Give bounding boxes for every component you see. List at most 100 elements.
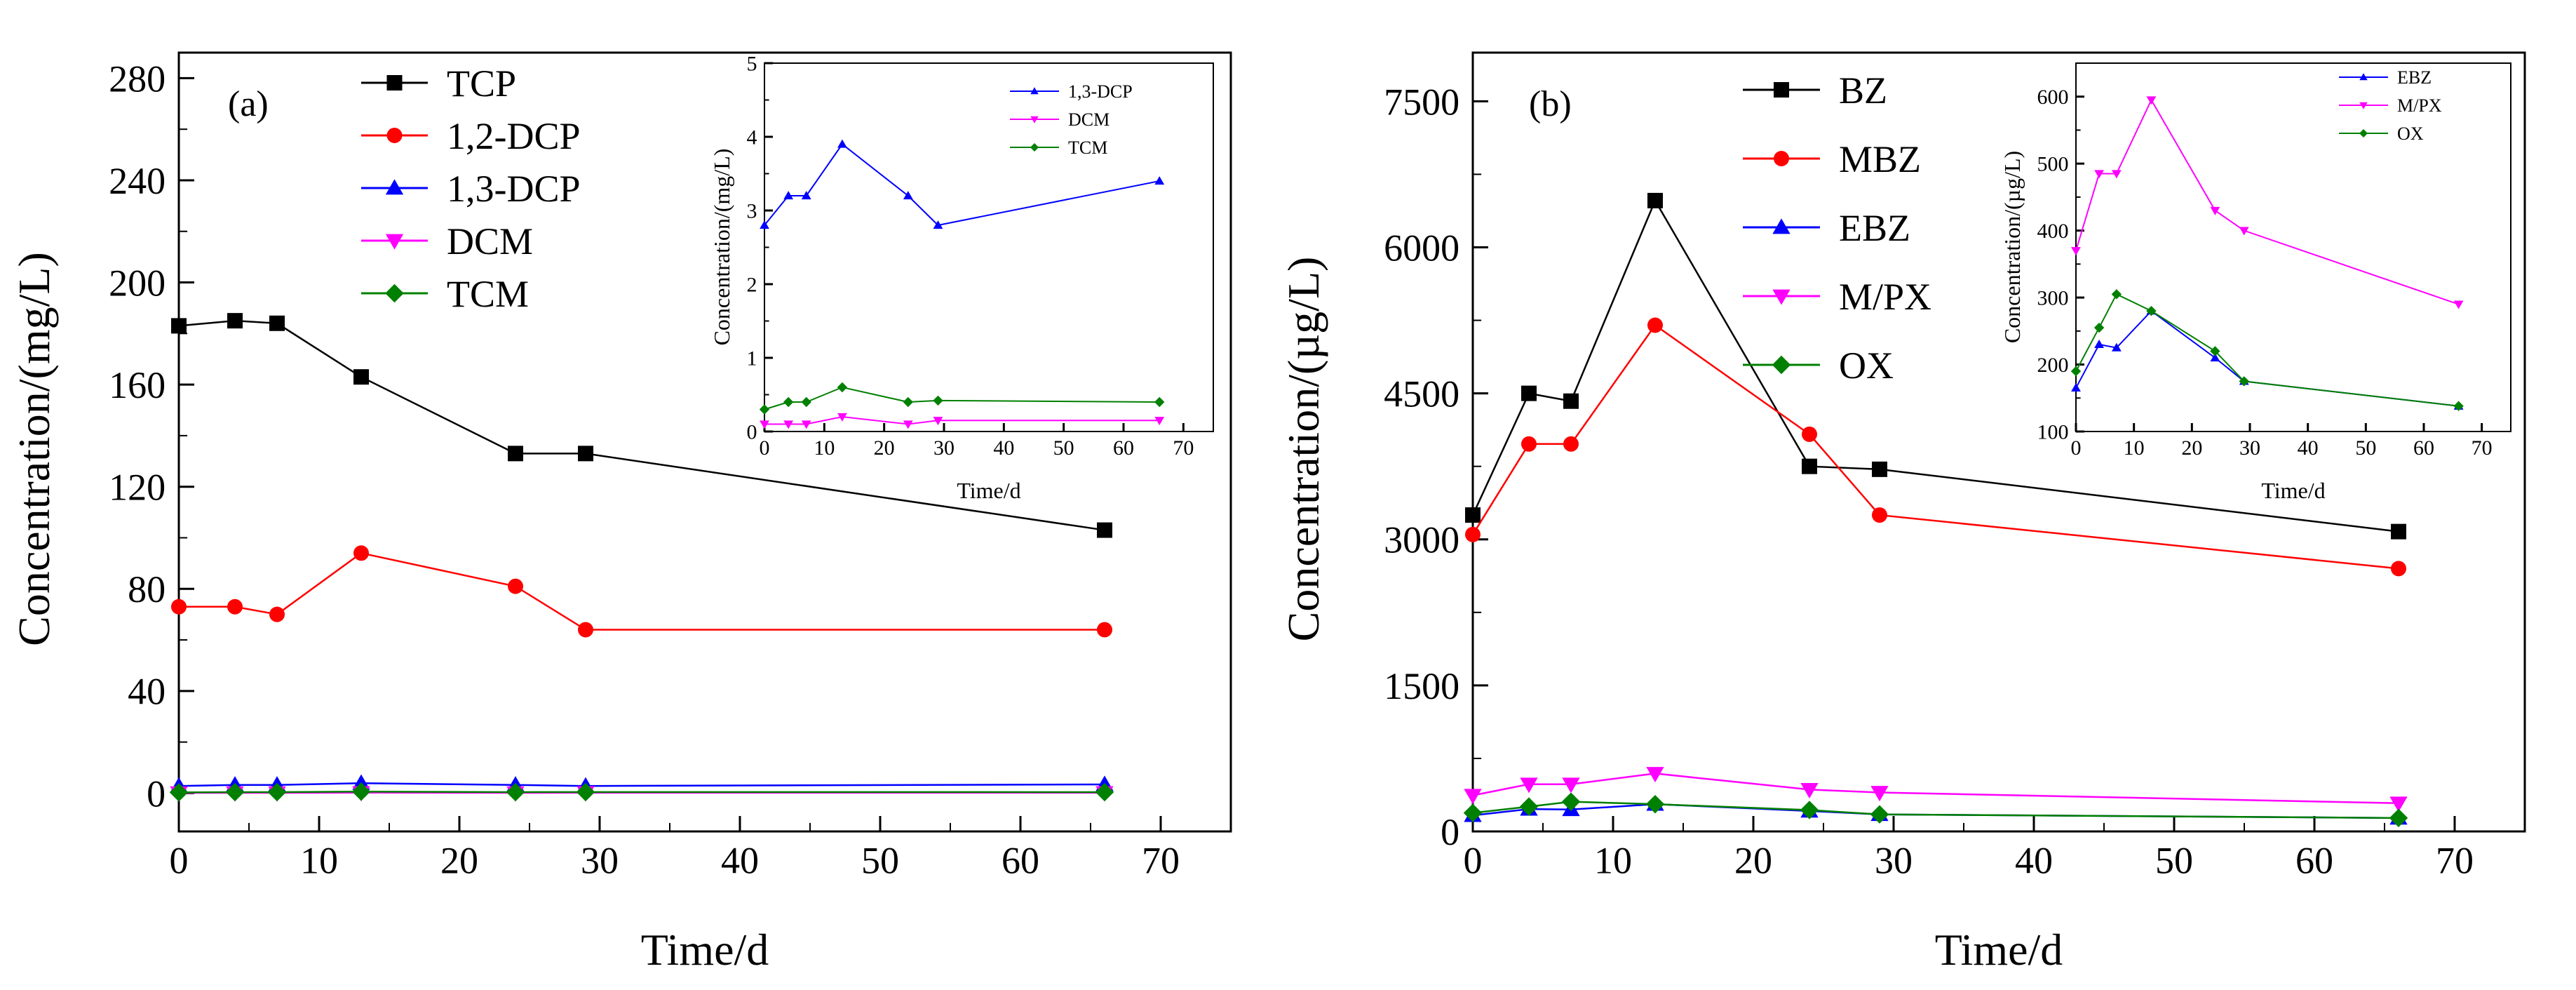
b-point-m-px-3 [1646,767,1664,783]
a-inset-x-tick-label-4: 40 [993,436,1014,460]
a-inset-legend-label-1-3-dcp: 1,3-DCP [1068,81,1133,102]
panel-b-legend: BZ MBZ EBZ M/PX OX [1743,69,1931,387]
b-x-tick-label-1: 10 [1594,839,1632,881]
b-inset-point-m-px-4 [2210,206,2220,215]
a-inset-point-dcm-4 [903,420,913,429]
a-y-tick-label-4: 160 [109,364,166,406]
b-legend-label-ebz: EBZ [1839,207,1910,249]
b-inset-point-ox-2 [2111,289,2122,300]
b-point-mbz-1 [1521,436,1537,452]
a-inset-legend-item-tcm: TCM [1010,138,1107,158]
b-inset-x-tick-label-0: 0 [2071,436,2082,460]
a-series-1-3-dcp [170,774,1114,793]
a-legend-marker-dcm [385,234,404,250]
a-x-tick-label-3: 30 [581,839,619,881]
b-legend-marker-ox [1772,355,1791,375]
a-point-tcm-1 [225,782,245,802]
b-legend-item-ebz: EBZ [1743,207,1910,249]
b-legend-marker-mbz [1774,151,1789,166]
b-point-ox-4 [1800,801,1819,820]
panel-b-label: (b) [1529,84,1572,124]
a-inset-legend-marker-1-3-dcp [1030,87,1039,95]
a-inset-x-tick-label-2: 20 [874,436,895,460]
b-point-mbz-0 [1465,526,1481,542]
b-point-mbz-3 [1647,317,1663,333]
a-inset-y-tick-label-5: 5 [747,53,757,76]
b-x-tick-label-0: 0 [1464,839,1483,881]
b-inset-x-tick-label-1: 10 [2124,436,2145,460]
a-inset-point-1-3-dcp-2 [801,191,811,200]
a-point-tcm-3 [351,782,371,801]
a-inset-y-tick-label-3: 3 [747,200,757,223]
b-inset-point-m-px-1 [2094,170,2104,179]
b-inset-point-ebz-0 [2071,383,2081,392]
b-inset-point-ebz-4 [2210,353,2220,362]
a-x-tick-label-4: 40 [721,839,759,881]
a-inset-legend-marker-tcm [1030,143,1039,152]
a-y-tick-label-0: 0 [147,772,166,815]
b-line-ox [1472,801,2399,820]
panel-b-inset: 0 10 20 30 40 50 60 70 100 200 300 400 500 600 Time/d… [2000,62,2511,503]
panel-b-frame [1471,51,2526,833]
b-point-bz-6 [2391,523,2406,540]
a-point-tcm-6 [1095,782,1114,802]
b-legend-marker-m-px [1772,289,1791,305]
b-inset-legend-label-ox: OX [2397,123,2424,144]
b-legend-item-mbz: MBZ [1743,138,1921,180]
b-inset-y-tick-label-1: 200 [2037,354,2069,377]
panel-a-series [169,313,1114,802]
b-inset-legend-item-ox: OX [2339,123,2424,144]
a-inset-point-dcm-3 [837,413,847,422]
a-inset-legend-label-tcm: TCM [1068,138,1107,158]
b-point-m-px-5 [1870,786,1889,802]
a-inset-point-tcm-3 [837,382,848,393]
b-x-tick-label-6: 60 [2295,839,2333,881]
a-inset-y-tick-label-1: 1 [747,347,757,370]
b-inset-x-tick-label-2: 20 [2181,436,2202,460]
a-series-tcm [169,782,1114,802]
b-inset-series-ox [2070,289,2464,411]
panel-a-inset-frame [764,62,1214,432]
panel-b-ylabel: Concentration/(µg/L) [1279,257,1328,642]
b-inset-point-m-px-6 [2453,300,2464,309]
panel-b-inset-tick-labels: 0 10 20 30 40 50 60 70 100 200 300 400 500 600 [2037,86,2493,460]
a-legend-marker-1-3-dcp [385,179,404,195]
b-x-tick-label-3: 30 [1875,839,1913,881]
a-x-tick-label-0: 0 [170,839,189,881]
b-inset-y-tick-label-5: 600 [2037,86,2069,109]
a-legend-item-tcm: TCM [361,273,529,315]
b-y-tick-label-4: 6000 [1384,227,1459,269]
b-point-mbz-4 [1802,426,1817,442]
panel-a-ylabel: Concentration/(mg/L) [9,252,59,646]
b-legend-marker-ebz [1772,218,1791,234]
a-inset-y-tick-label-2: 2 [747,274,757,297]
a-series-dcm [170,786,1114,802]
a-inset-y-tick-label-4: 4 [747,126,757,149]
a-legend-marker-1-2-dcp [386,128,403,143]
b-inset-legend-marker-ox [2359,129,2368,138]
a-point-tcp-2 [269,315,285,331]
a-point-tcp-4 [508,446,523,462]
b-point-ox-1 [1519,797,1539,816]
a-legend-marker-tcm [385,283,404,303]
a-inset-point-1-3-dcp-5 [933,220,943,229]
b-series-m-px [1464,767,2408,812]
a-x-tick-label-1: 10 [300,839,338,881]
b-inset-legend-label-ebz: EBZ [2397,67,2432,88]
b-y-tick-label-1: 1500 [1384,665,1459,707]
a-y-tick-label-3: 120 [109,467,166,509]
b-point-bz-3 [1647,192,1663,208]
a-point-1-2-dcp-2 [269,606,285,622]
b-point-ox-2 [1561,792,1581,811]
b-point-ox-5 [1870,805,1889,824]
b-point-m-px-6 [2389,796,2408,812]
b-inset-legend-marker-ebz [2359,73,2368,81]
b-point-ox-6 [2389,808,2408,828]
b-inset-x-tick-label-7: 70 [2472,436,2493,460]
a-point-1-2-dcp-5 [578,622,593,638]
a-inset-x-tick-label-0: 0 [760,436,770,460]
a-point-1-2-dcp-0 [171,598,187,615]
a-inset-point-dcm-1 [783,420,794,429]
b-inset-y-tick-label-4: 500 [2037,153,2069,176]
a-legend-item-1-3-dcp: 1,3-DCP [361,168,581,210]
